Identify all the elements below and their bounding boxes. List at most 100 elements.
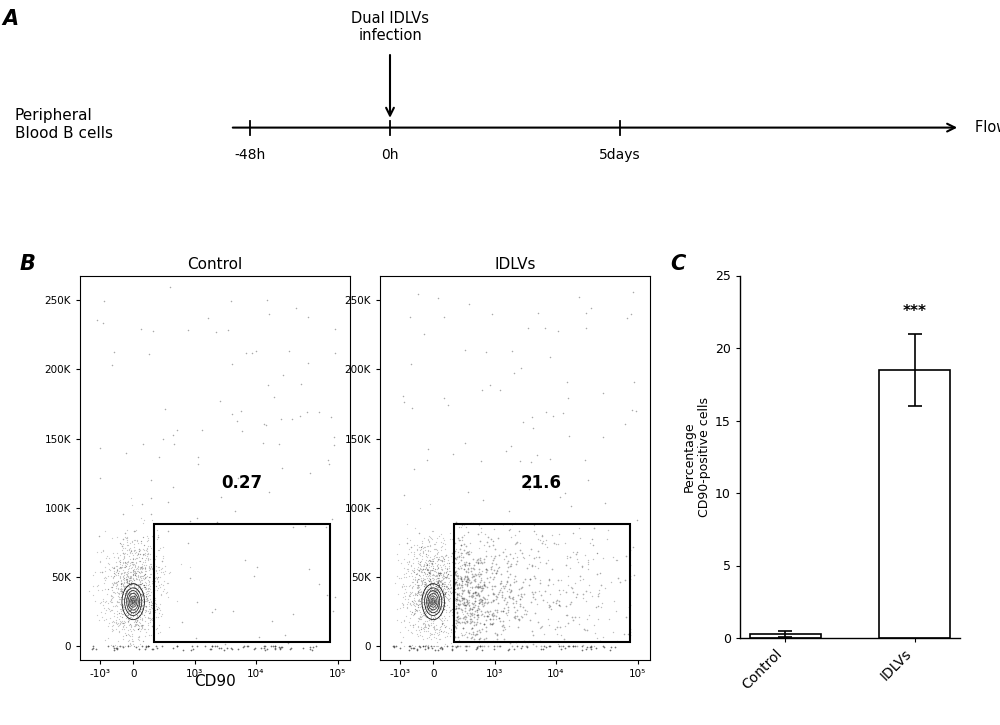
Point <box>547 624 563 635</box>
Point <box>153 566 169 577</box>
Point <box>441 558 457 569</box>
Point <box>123 571 139 583</box>
Point <box>414 590 430 602</box>
Point <box>124 629 140 640</box>
Point <box>416 602 432 614</box>
Point <box>530 616 546 628</box>
Point <box>282 643 298 655</box>
Point <box>415 634 431 645</box>
Point <box>148 551 164 563</box>
Point <box>138 626 154 637</box>
Point <box>411 624 427 635</box>
Point <box>445 448 461 460</box>
Point <box>447 578 463 589</box>
Point <box>118 604 134 616</box>
Point <box>409 581 425 593</box>
Point <box>132 600 148 612</box>
Point <box>124 561 140 573</box>
Point <box>134 589 150 600</box>
Point <box>541 599 557 610</box>
Point <box>430 581 446 593</box>
Point <box>153 589 169 601</box>
Point <box>135 438 151 450</box>
Point <box>119 580 135 592</box>
Point <box>159 586 175 597</box>
Point <box>416 599 432 610</box>
Point <box>121 577 137 589</box>
Point <box>404 606 420 618</box>
Point <box>129 603 145 615</box>
Point <box>421 531 437 542</box>
Point <box>124 556 140 568</box>
Point <box>449 610 465 622</box>
Point <box>450 640 466 652</box>
Point <box>628 406 644 418</box>
Point <box>128 584 144 595</box>
Point <box>435 560 451 571</box>
Point <box>436 640 452 652</box>
Point <box>496 594 512 606</box>
Point <box>142 589 158 600</box>
Point <box>565 546 581 558</box>
Point <box>404 570 420 581</box>
Point <box>469 629 485 640</box>
Point <box>106 610 122 621</box>
Point <box>470 602 486 614</box>
Point <box>622 573 638 584</box>
Point <box>134 585 150 597</box>
Point <box>110 575 126 587</box>
Point <box>466 575 482 587</box>
Point <box>437 578 453 589</box>
Point <box>125 568 141 580</box>
Point <box>125 577 141 589</box>
Point <box>442 631 458 642</box>
Point <box>410 620 426 631</box>
Point <box>423 589 439 600</box>
Point <box>430 292 446 304</box>
Point <box>482 571 498 583</box>
Point <box>440 568 456 580</box>
Point <box>100 557 116 568</box>
Point <box>518 608 534 620</box>
Point <box>115 621 131 632</box>
Point <box>439 599 455 610</box>
Point <box>470 557 486 568</box>
Point <box>483 618 499 630</box>
Point <box>478 614 494 626</box>
Point <box>120 639 136 650</box>
Point <box>150 529 166 541</box>
Point <box>407 588 423 600</box>
Point <box>137 606 153 618</box>
Point <box>468 643 484 655</box>
Point <box>590 600 606 612</box>
Point <box>468 587 484 598</box>
Point <box>426 610 442 622</box>
Point <box>536 640 552 652</box>
Point <box>399 532 415 544</box>
Point <box>120 609 136 621</box>
Point <box>120 613 136 624</box>
Point <box>517 573 533 585</box>
Point <box>414 575 430 587</box>
Point <box>473 523 489 534</box>
Point <box>108 623 124 634</box>
Point <box>409 543 425 555</box>
Point <box>404 564 420 576</box>
Point <box>125 624 141 635</box>
Point <box>454 606 470 618</box>
Point <box>423 599 439 610</box>
Point <box>263 640 279 652</box>
Point <box>533 589 549 601</box>
Point <box>542 453 558 465</box>
Point <box>127 566 143 578</box>
Point <box>428 632 444 644</box>
Point <box>436 552 452 564</box>
Point <box>512 544 528 555</box>
Point <box>580 558 596 570</box>
Point <box>413 573 429 585</box>
Point <box>117 531 133 542</box>
Point <box>135 599 151 610</box>
Point <box>497 592 513 604</box>
Point <box>145 605 161 617</box>
Point <box>472 581 488 592</box>
